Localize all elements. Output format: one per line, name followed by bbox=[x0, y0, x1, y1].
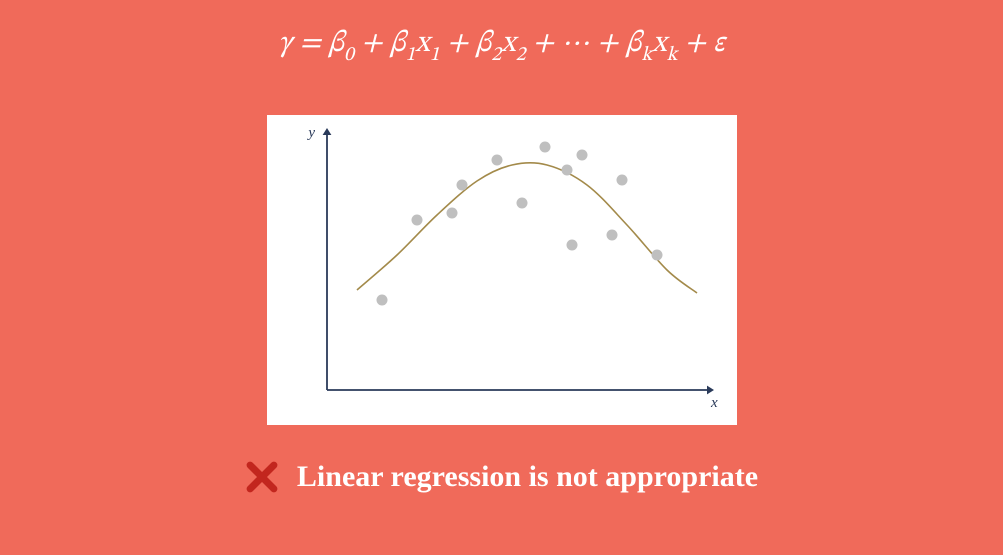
data-point bbox=[577, 150, 588, 161]
data-point bbox=[377, 295, 388, 306]
caption-row: Linear regression is not appropriate bbox=[0, 460, 1003, 494]
caption-text: Linear regression is not appropriate bbox=[297, 460, 758, 494]
data-point bbox=[517, 198, 528, 209]
fitted-curve bbox=[357, 163, 697, 293]
data-point bbox=[540, 142, 551, 153]
regression-equation: γ = β0 + β1x1 + β2x2 + ⋯ + βkxk + ε bbox=[0, 25, 1003, 66]
data-point bbox=[562, 165, 573, 176]
y-axis-arrow bbox=[323, 128, 332, 135]
slide: γ = β0 + β1x1 + β2x2 + ⋯ + βkxk + ε xy L… bbox=[0, 0, 1003, 555]
data-point bbox=[447, 208, 458, 219]
chart-panel: xy bbox=[267, 115, 737, 425]
data-point bbox=[412, 215, 423, 226]
x-axis-label: x bbox=[710, 395, 718, 411]
data-point bbox=[457, 180, 468, 191]
data-point bbox=[492, 155, 503, 166]
data-point bbox=[607, 230, 618, 241]
data-point bbox=[567, 240, 578, 251]
data-point bbox=[652, 250, 663, 261]
cross-icon bbox=[245, 460, 279, 494]
x-axis-arrow bbox=[707, 386, 714, 395]
scatter-chart: xy bbox=[267, 115, 737, 425]
data-point bbox=[617, 175, 628, 186]
y-axis-label: y bbox=[306, 125, 315, 141]
